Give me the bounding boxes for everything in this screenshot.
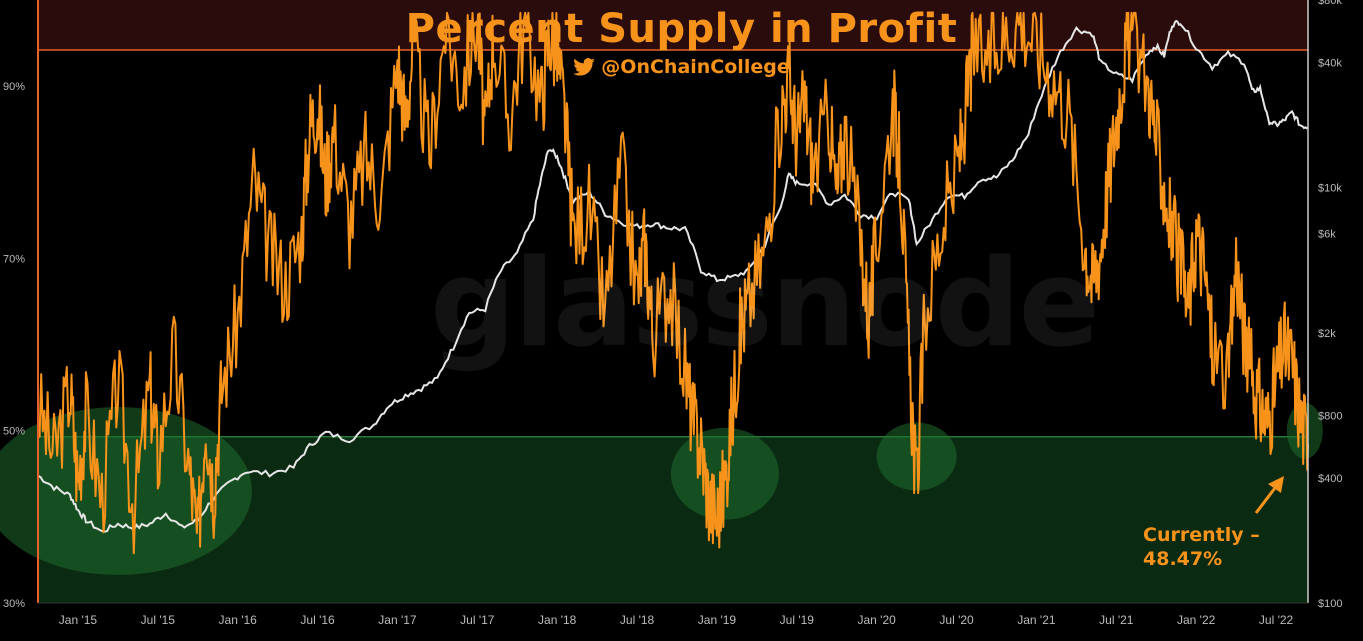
x-axis-tick-label: Jan '18 bbox=[538, 613, 577, 627]
annotation-current-value: 48.47% bbox=[1143, 548, 1223, 570]
supply-in-profit-series-line bbox=[37, 11, 1309, 555]
x-axis-tick-label: Jul '15 bbox=[141, 613, 176, 627]
x-axis-tick-label: Jul '16 bbox=[300, 613, 335, 627]
x-axis-tick-label: Jan '16 bbox=[219, 613, 258, 627]
left-axis-tick-label: 30% bbox=[3, 598, 25, 610]
left-axis-tick-label: 70% bbox=[3, 253, 25, 265]
x-axis-tick-label: Jan '15 bbox=[59, 613, 98, 627]
annotation-arrow-shaft bbox=[1254, 483, 1280, 514]
x-axis-tick-label: Jul '20 bbox=[939, 613, 974, 627]
x-axis-tick-label: Jul '19 bbox=[780, 613, 815, 627]
annotation-line1: Currently – bbox=[1143, 524, 1260, 546]
twitter-handle-row: @OnChainCollege bbox=[0, 56, 1363, 78]
x-axis-tick-label: Jul '21 bbox=[1099, 613, 1134, 627]
right-axis-tick-label: $80k bbox=[1318, 0, 1342, 7]
left-axis-tick-label: 50% bbox=[3, 426, 25, 438]
x-axis-tick-label: Jan '19 bbox=[698, 613, 737, 627]
overheated-zone bbox=[38, 0, 1308, 50]
x-axis-tick-label: Jan '22 bbox=[1177, 613, 1216, 627]
right-axis-tick-label: $800 bbox=[1318, 410, 1342, 422]
chart-title: Percent Supply in Profit bbox=[405, 6, 958, 52]
x-axis-tick-label: Jul '18 bbox=[620, 613, 655, 627]
twitter-handle: @OnChainCollege bbox=[601, 56, 790, 78]
x-axis-tick-label: Jan '17 bbox=[378, 613, 417, 627]
x-axis-tick-label: Jan '21 bbox=[1017, 613, 1056, 627]
left-axis-tick-label: 90% bbox=[3, 81, 25, 93]
x-axis-tick-label: Jul '22 bbox=[1259, 613, 1294, 627]
header: Percent Supply in Profit @OnChainCollege bbox=[0, 6, 1363, 78]
right-axis-tick-label: $6k bbox=[1318, 229, 1336, 241]
right-axis-tick-label: $10k bbox=[1318, 183, 1342, 195]
right-axis-tick-label: $40k bbox=[1318, 58, 1342, 70]
annotation-arrow-head bbox=[1268, 476, 1284, 493]
x-axis-tick-label: Jan '20 bbox=[858, 613, 897, 627]
watermark: glassnode bbox=[430, 235, 1100, 374]
twitter-bird-icon bbox=[573, 58, 596, 76]
right-axis-tick-label: $100 bbox=[1318, 598, 1342, 610]
right-axis-tick-label: $2k bbox=[1318, 328, 1336, 340]
price-series-line bbox=[37, 19, 1309, 533]
right-axis-tick-label: $400 bbox=[1318, 473, 1342, 485]
current-value-annotation: Currently – 48.47% bbox=[1143, 523, 1260, 571]
x-axis-tick-label: Jul '17 bbox=[460, 613, 495, 627]
